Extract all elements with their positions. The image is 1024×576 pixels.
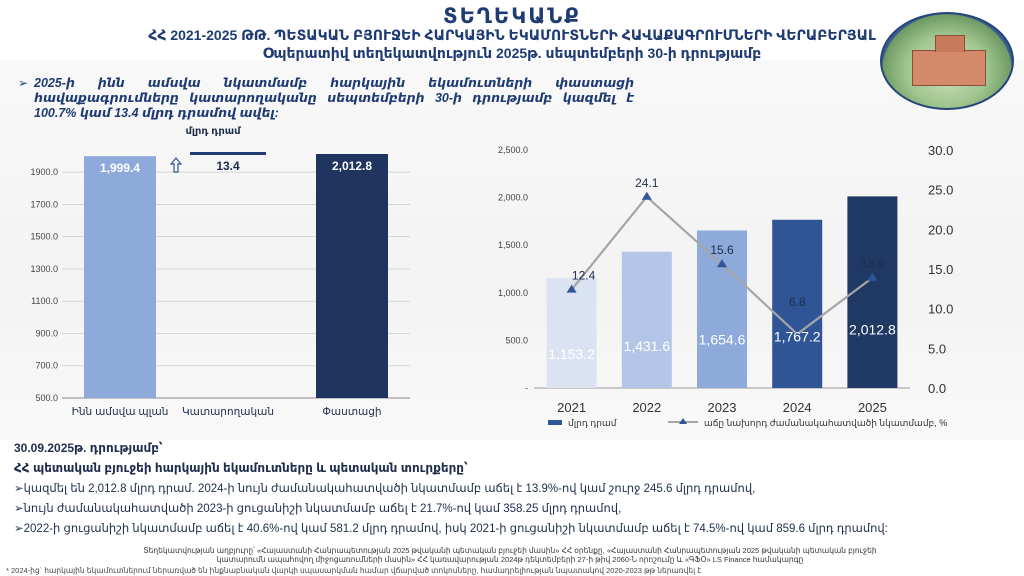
yearly-revenue-chart: - 500.0 1,000.0 1,500.0 2,000.0 2,500.0 0.0 5.…: [498, 143, 953, 428]
y-right-tick-label: 15.0: [928, 262, 953, 277]
y-tick-label: 500.0: [35, 393, 58, 403]
page-title: ՏԵՂԵԿԱՆՔ: [443, 5, 581, 28]
y-tick-label: 900.0: [35, 328, 58, 338]
x-category-label: 2025: [858, 400, 887, 415]
line-label: 24.1: [635, 176, 659, 190]
bullet-arrow-icon: ➢: [18, 76, 29, 90]
bar-label: 13.4: [216, 159, 240, 173]
y-tick-label: 1100.0: [31, 296, 58, 306]
building-icon: [912, 35, 986, 86]
bar-year: [621, 251, 672, 388]
x-category-label: 2022: [632, 400, 661, 415]
growth-marker: [867, 272, 878, 281]
y-right-tick-label: 10.0: [928, 302, 953, 317]
y-left-tick-label: 2,500.0: [498, 145, 528, 155]
line-label: 15.6: [710, 243, 734, 257]
bar-difference: [190, 152, 266, 155]
arrow-shape: [169, 157, 183, 173]
x-category-label: 2021: [557, 400, 586, 415]
footer-heading: ՀՀ պետական բյուջեի հարկային եկամուտները …: [14, 461, 468, 475]
y-left-tick-label: -: [525, 383, 528, 393]
y-tick-label: 1500.0: [30, 232, 58, 242]
up-arrow-icon: [169, 157, 183, 173]
legend-label: մլրդ դրամ: [568, 418, 617, 428]
bar-label: 1,999.4: [100, 161, 140, 175]
bar-year: [772, 219, 823, 388]
y-left-tick-label: 500.0: [505, 335, 528, 345]
y-left-tick-label: 1,500.0: [498, 240, 528, 250]
y-right-tick-label: 20.0: [928, 222, 953, 237]
footer-bullet: ➢նույն ժամանակահատվածի 2023-ի ցուցանիշի …: [14, 503, 622, 515]
line-label: 6.8: [789, 295, 806, 309]
growth-marker: [717, 259, 727, 268]
x-category-label: 2024: [783, 400, 812, 415]
bar-year: [847, 196, 898, 388]
growth-marker: [566, 284, 577, 293]
legend-swatch-bar: [548, 420, 562, 425]
y-right-tick-label: 0.0: [928, 381, 946, 396]
bar-label: 1,153.2: [548, 346, 595, 362]
bar-plan: [84, 156, 156, 398]
bar-label: 1,767.2: [774, 329, 821, 345]
x-category-label: 2023: [708, 400, 737, 415]
bar-actual: [316, 154, 388, 398]
growth-marker: [792, 329, 803, 338]
legend-label: աճը նախորդ ժամանակահատվածի նկատմամբ, %: [704, 418, 947, 428]
x-category-label: Ինն ամսվա պլան: [72, 406, 169, 418]
parliament-seal-logo: [880, 12, 1014, 110]
y-tick-label: 1300.0: [30, 264, 58, 274]
plan-vs-actual-chart: 500.0 700.0 900.0 1100.0 1300.0 1500.0 1700.0 1…: [30, 126, 410, 418]
bar-label: 2,012.8: [849, 322, 896, 338]
y-tick-label: 1700.0: [30, 199, 58, 209]
footer-bullet: ➢2022-ի ցուցանիշի նկատմամբ աճել է 40.6%-…: [14, 523, 888, 535]
line-label: 12.4: [572, 269, 596, 283]
y-tick-label: 700.0: [35, 361, 58, 371]
bar-label: 1,431.6: [623, 338, 670, 354]
bar-label: 1,654.6: [699, 332, 746, 348]
footer-date: 30.09.2025թ. դրությամբ՝: [14, 441, 163, 455]
growth-marker: [641, 191, 652, 200]
legend-marker: [679, 418, 687, 424]
x-category-label: Կատարողական: [182, 406, 274, 418]
footnote: * 2024-ից` հարկային եկամուտներում ներառվ…: [6, 566, 702, 575]
page-subtitle-date: Օպերատիվ տեղեկատվություն 2025թ. սեպտեմբե…: [262, 45, 762, 61]
source-note: Տեղեկատվության աղբյուրը՝ «Հայաստանի Հանր…: [143, 546, 877, 564]
x-category-label: Փաստացի: [322, 406, 381, 418]
y-left-tick-label: 1,000.0: [498, 288, 528, 298]
page-subtitle: ՀՀ 2021-2025 ԹԹ. ՊԵՏԱԿԱՆ ԲՅՈՒՋԵԻ ՀԱՐԿԱՅԻ…: [148, 27, 876, 43]
y-right-tick-label: 5.0: [928, 341, 946, 356]
y-tick-label: 1900.0: [30, 167, 58, 177]
bar-year: [697, 230, 747, 388]
line-label: 13.9: [861, 257, 885, 271]
y-right-tick-label: 30.0: [928, 143, 953, 158]
bar-label: 2,012.8: [332, 159, 372, 173]
unit-label: մլրդ դրամ: [185, 126, 241, 137]
y-left-tick-label: 2,000.0: [498, 193, 528, 203]
bar-year: [546, 278, 597, 388]
intro-text: 2025-ի ինն ամսվա նկատմամբ հարկային եկամո…: [34, 76, 634, 120]
y-right-tick-label: 25.0: [928, 183, 953, 198]
footer-bullet: ➢կազմել են 2,012.8 մլրդ դրամ. 2024-ի նու…: [14, 483, 756, 495]
